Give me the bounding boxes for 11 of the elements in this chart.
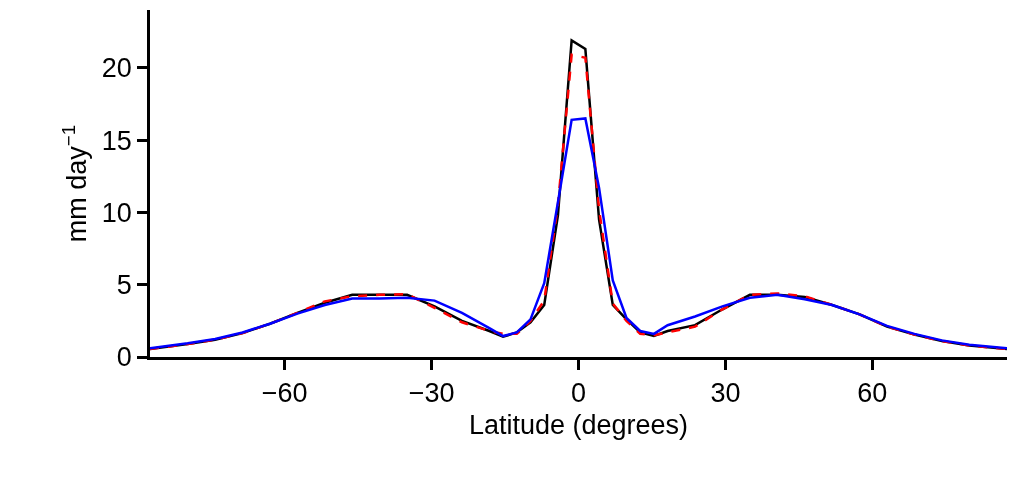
x-tick-label: 0	[570, 378, 587, 409]
x-tick-label: 60	[857, 378, 888, 409]
x-tick-label: −30	[408, 378, 455, 409]
x-tick-label: 30	[710, 378, 741, 409]
y-tick-label: 20	[101, 53, 132, 84]
x-tick-label: −60	[261, 378, 308, 409]
y-tick-label: 0	[116, 342, 132, 373]
y-tick-label: 10	[101, 197, 132, 228]
y-tick-label: 15	[101, 125, 132, 156]
y-tick-label: 5	[116, 270, 132, 301]
x-axis-title: Latitude (degrees)	[468, 409, 689, 440]
